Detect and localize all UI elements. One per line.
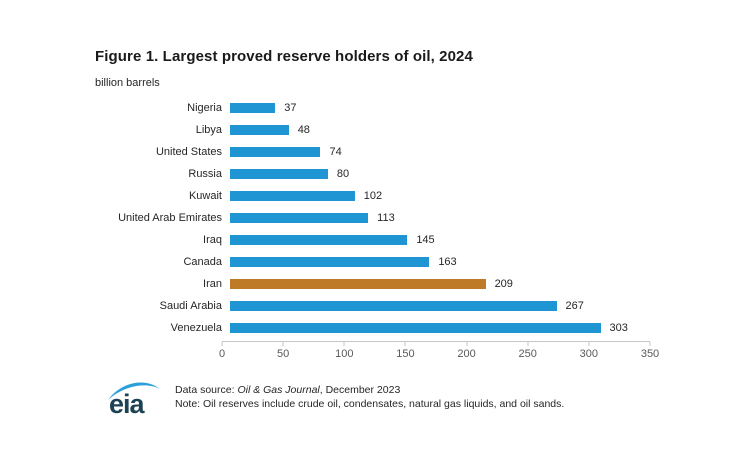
bar-track: 80 [230,163,658,185]
axis-tick-label: 350 [640,348,660,360]
bar-track: 267 [230,295,658,317]
axis-tick-mark [404,342,406,346]
chart-row: Iraq 145 [95,229,665,251]
axis-tick-label: 0 [218,348,226,360]
bar [230,213,369,223]
bar [230,235,408,245]
axis-spacer [95,341,222,364]
category-label: Venezuela [170,322,222,334]
bar-track: 113 [230,207,658,229]
data-source-prefix: Data source: [175,384,238,396]
chart-row: United States 74 [95,141,665,163]
chart-row: Venezuela 303 [95,317,665,339]
bar [230,301,557,311]
value-label: 163 [438,256,457,268]
axis-tick-mark [466,342,468,346]
bar [230,279,486,289]
bar [230,169,328,179]
data-source-suffix: , December 2023 [319,384,401,396]
axis-tick-mark [649,342,651,346]
x-axis: 0 50 100 150 200 250 300 350 [95,341,665,364]
chart-rows: Nigeria 37 Libya 48 United States 74 Russia 80 K… [95,97,665,339]
footer-notes: Data source: Oil & Gas Journal, December… [175,380,564,411]
value-label: 74 [329,146,342,158]
axis-tick-label: 50 [277,348,290,360]
x-axis-scale: 0 50 100 150 200 250 300 350 [218,341,659,364]
axis-tick-label: 200 [457,348,476,360]
bar-track: 74 [230,141,658,163]
chart-row: Saudi Arabia 267 [95,295,665,317]
data-source-name: Oil & Gas Journal [237,384,320,396]
bar [230,147,321,157]
axis-tick-label: 250 [518,348,537,360]
bar-track: 145 [230,229,658,251]
eia-logo-swoosh-icon [108,382,160,400]
category-label: Iran [203,278,222,290]
value-label: 113 [377,212,395,224]
value-label: 209 [494,278,513,290]
axis-tick-mark [527,342,529,346]
chart-row: Iran 209 [95,273,665,295]
axis-tick-mark [588,342,590,346]
chart-unit-label: billion barrels [95,77,160,89]
eia-logo: eia [107,380,161,420]
bar-track: 102 [230,185,658,207]
chart-row: United Arab Emirates 113 [95,207,665,229]
value-label: 303 [609,322,628,334]
category-label: Saudi Arabia [159,300,222,312]
category-label: Kuwait [188,190,222,202]
bar-track: 37 [230,97,658,119]
value-label: 267 [565,300,584,312]
category-label: Nigeria [187,102,222,114]
chart-title: Figure 1. Largest proved reserve holders… [95,48,473,65]
category-label: Russia [188,168,222,180]
bar [230,323,601,333]
axis-tick-mark [282,342,284,346]
chart-row: Nigeria 37 [95,97,665,119]
category-label: Iraq [203,234,222,246]
chart-row: Libya 48 [95,119,665,141]
axis-tick-label: 100 [335,348,354,360]
bar-track: 209 [230,273,658,295]
chart-row: Canada 163 [95,251,665,273]
axis-tick-label: 150 [396,348,415,360]
bar [230,103,276,113]
category-label: United States [155,146,222,158]
category-label: Libya [195,124,222,136]
data-source-line: Data source: Oil & Gas Journal, December… [175,383,564,397]
bar-track: 48 [230,119,658,141]
chart-row: Kuwait 102 [95,185,665,207]
value-label: 37 [284,102,297,114]
value-label: 145 [416,234,435,246]
note-line: Note: Oil reserves include crude oil, co… [175,398,565,410]
chart-row: Russia 80 [95,163,665,185]
eia-logo-text: eia [109,389,145,419]
axis-tick-mark [221,342,223,346]
value-label: 102 [363,190,383,202]
category-label: Canada [183,256,222,268]
bar [230,191,355,201]
bar-chart: Nigeria 37 Libya 48 United States 74 Russia 80 K… [95,97,665,364]
axis-tick-label: 300 [579,348,599,360]
category-label: United Arab Emirates [118,212,222,224]
value-label: 48 [297,124,310,136]
axis-tick-mark [343,342,345,346]
bar [230,257,430,267]
footer: eia Data source: Oil & Gas Journal, Dece… [107,380,665,420]
value-label: 80 [336,168,350,180]
bar [230,125,289,135]
figure: Figure 1. Largest proved reserve holders… [95,48,665,420]
bar-track: 163 [230,251,658,273]
bar-track: 303 [230,317,658,339]
